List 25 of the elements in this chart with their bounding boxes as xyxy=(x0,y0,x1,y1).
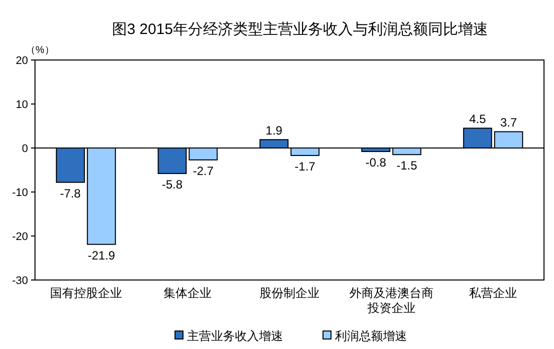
x-tick-label: 外商及港澳台商投资企业 xyxy=(348,286,434,316)
chart-title: 图3 2015年分经济类型主营业务收入与利润总额同比增速 xyxy=(112,21,488,38)
y-tick-label: 10 xyxy=(16,99,28,111)
data-label: -5.8 xyxy=(162,178,183,192)
data-label: -0.8 xyxy=(365,156,386,170)
x-tick-label: 国有控股企业 xyxy=(48,286,123,301)
legend-label: 利润总额增速 xyxy=(335,329,407,343)
x-tick-label: 股份制企业 xyxy=(258,286,320,301)
y-tick-label: -20 xyxy=(12,231,28,243)
data-label: -2.7 xyxy=(192,164,214,178)
data-label: -1.5 xyxy=(396,158,418,173)
data-label: 4.5 xyxy=(469,112,486,126)
y-tick-label: 0 xyxy=(22,143,28,155)
x-tick-label: 集体企业 xyxy=(162,286,213,301)
data-label: -7.8 xyxy=(60,186,82,200)
legend-label: 主营业务收入增速 xyxy=(187,329,283,343)
x-tick-label: 私营企业 xyxy=(468,286,518,301)
y-tick-label: 20 xyxy=(16,55,28,67)
y-axis-title: （%） xyxy=(26,45,54,56)
data-label: -1.7 xyxy=(294,159,316,174)
data-label: 3.7 xyxy=(500,116,518,130)
data-label: -21.9 xyxy=(88,248,116,262)
y-tick-label: -30 xyxy=(12,275,28,287)
data-label: 1.9 xyxy=(266,124,283,138)
y-tick-label: -10 xyxy=(12,187,28,199)
